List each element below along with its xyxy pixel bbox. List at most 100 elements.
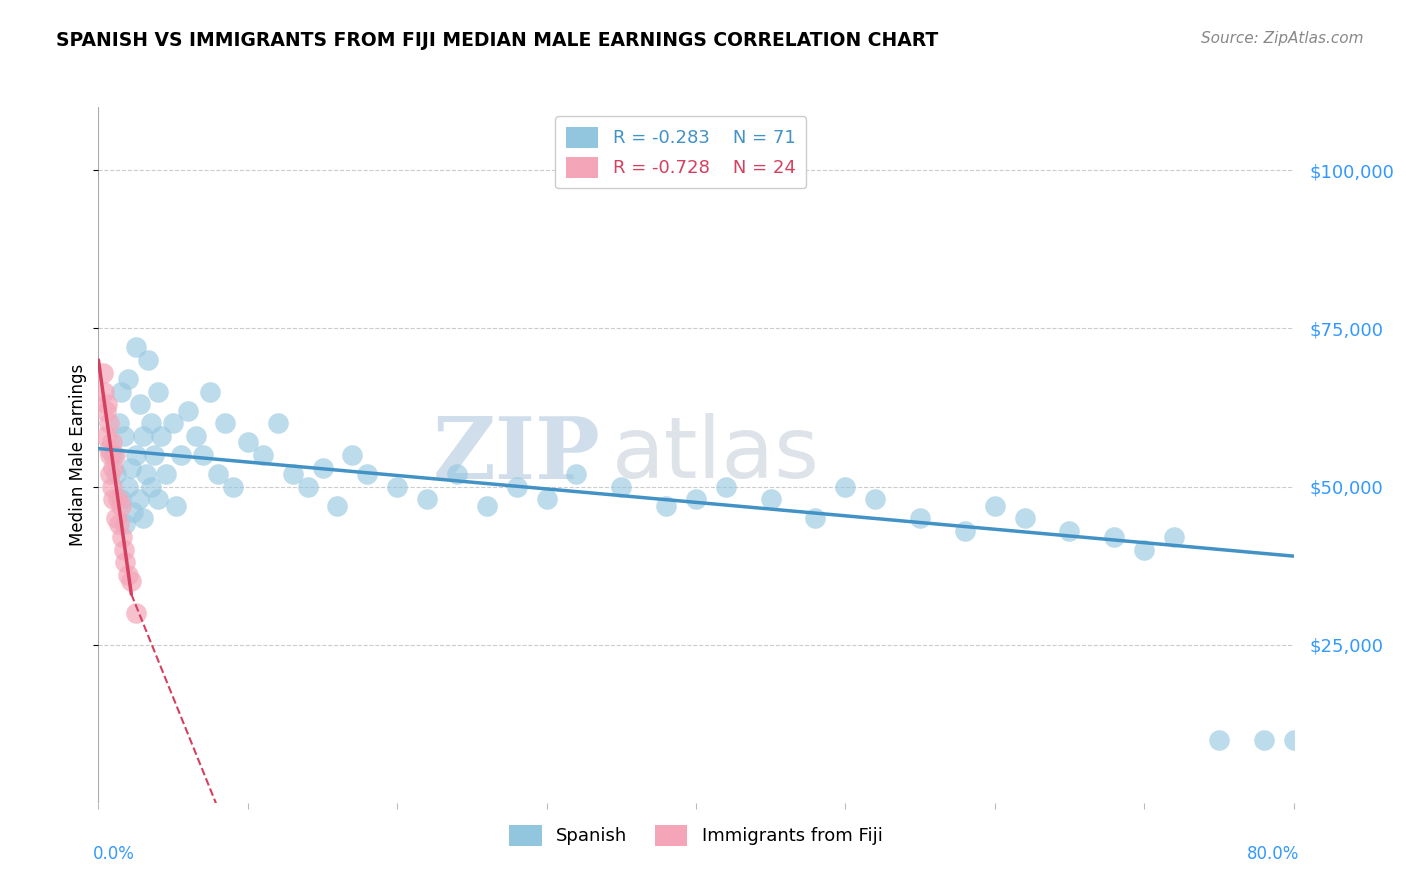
Point bbox=[184, 429, 207, 443]
Point bbox=[236, 435, 259, 450]
Point bbox=[148, 492, 170, 507]
Point bbox=[177, 403, 200, 417]
Point bbox=[1014, 511, 1036, 525]
Point bbox=[506, 479, 529, 493]
Point bbox=[139, 479, 162, 493]
Point bbox=[267, 417, 290, 431]
Point bbox=[200, 384, 222, 399]
Point bbox=[139, 417, 162, 431]
Point bbox=[97, 417, 120, 431]
Y-axis label: Median Male Earnings: Median Male Earnings bbox=[69, 364, 87, 546]
Point bbox=[281, 467, 304, 481]
Point bbox=[107, 492, 129, 507]
Point bbox=[108, 417, 131, 431]
Point bbox=[105, 511, 128, 525]
Point bbox=[311, 460, 333, 475]
Point bbox=[114, 556, 136, 570]
Point bbox=[103, 448, 125, 462]
Point bbox=[1208, 732, 1230, 747]
Point bbox=[475, 499, 498, 513]
Point bbox=[1282, 732, 1305, 747]
Point bbox=[834, 479, 856, 493]
Point bbox=[804, 511, 827, 525]
Point bbox=[132, 429, 155, 443]
Point bbox=[117, 568, 139, 582]
Point bbox=[105, 467, 128, 481]
Text: 0.0%: 0.0% bbox=[93, 845, 135, 863]
Point bbox=[685, 492, 707, 507]
Point bbox=[112, 429, 135, 443]
Point bbox=[125, 448, 148, 462]
Point bbox=[114, 517, 136, 532]
Point bbox=[103, 460, 125, 475]
Point bbox=[446, 467, 468, 481]
Point bbox=[97, 442, 120, 456]
Point bbox=[155, 467, 177, 481]
Point bbox=[191, 448, 214, 462]
Point bbox=[655, 499, 678, 513]
Text: ZIP: ZIP bbox=[433, 413, 600, 497]
Point bbox=[536, 492, 558, 507]
Point bbox=[129, 397, 152, 411]
Point bbox=[128, 492, 150, 507]
Point bbox=[148, 384, 170, 399]
Point bbox=[96, 397, 118, 411]
Point bbox=[565, 467, 588, 481]
Point bbox=[865, 492, 887, 507]
Point bbox=[169, 448, 191, 462]
Point bbox=[356, 467, 378, 481]
Point bbox=[1163, 530, 1185, 544]
Point bbox=[385, 479, 409, 493]
Point bbox=[714, 479, 737, 493]
Point bbox=[142, 448, 165, 462]
Point bbox=[136, 353, 159, 368]
Point bbox=[610, 479, 633, 493]
Point bbox=[117, 479, 139, 493]
Point bbox=[120, 460, 142, 475]
Point bbox=[104, 448, 127, 462]
Point bbox=[135, 467, 157, 481]
Point bbox=[108, 517, 131, 532]
Point bbox=[984, 499, 1007, 513]
Text: 80.0%: 80.0% bbox=[1247, 845, 1299, 863]
Point bbox=[125, 606, 148, 620]
Point bbox=[326, 499, 349, 513]
Point bbox=[100, 467, 122, 481]
Point bbox=[101, 435, 124, 450]
Point bbox=[91, 366, 114, 380]
Point bbox=[162, 417, 184, 431]
Legend: Spanish, Immigrants from Fiji: Spanish, Immigrants from Fiji bbox=[499, 814, 893, 856]
Point bbox=[150, 429, 173, 443]
Point bbox=[342, 448, 364, 462]
Point bbox=[1133, 542, 1156, 557]
Point bbox=[111, 530, 134, 544]
Text: atlas: atlas bbox=[613, 413, 820, 497]
Point bbox=[110, 492, 132, 507]
Point bbox=[908, 511, 931, 525]
Point bbox=[121, 505, 143, 519]
Point bbox=[112, 542, 135, 557]
Point bbox=[222, 479, 245, 493]
Point bbox=[125, 340, 148, 354]
Point bbox=[103, 492, 125, 507]
Point bbox=[207, 467, 229, 481]
Point bbox=[120, 574, 142, 589]
Point bbox=[1059, 524, 1081, 538]
Point bbox=[1104, 530, 1126, 544]
Point bbox=[252, 448, 274, 462]
Point bbox=[117, 372, 139, 386]
Point bbox=[759, 492, 782, 507]
Point bbox=[1253, 732, 1275, 747]
Point bbox=[165, 499, 187, 513]
Text: SPANISH VS IMMIGRANTS FROM FIJI MEDIAN MALE EARNINGS CORRELATION CHART: SPANISH VS IMMIGRANTS FROM FIJI MEDIAN M… bbox=[56, 31, 938, 50]
Point bbox=[101, 479, 124, 493]
Point bbox=[297, 479, 319, 493]
Point bbox=[94, 429, 117, 443]
Point bbox=[132, 511, 155, 525]
Text: Source: ZipAtlas.com: Source: ZipAtlas.com bbox=[1201, 31, 1364, 46]
Point bbox=[214, 417, 236, 431]
Point bbox=[110, 384, 132, 399]
Point bbox=[953, 524, 976, 538]
Point bbox=[416, 492, 439, 507]
Point bbox=[100, 448, 122, 462]
